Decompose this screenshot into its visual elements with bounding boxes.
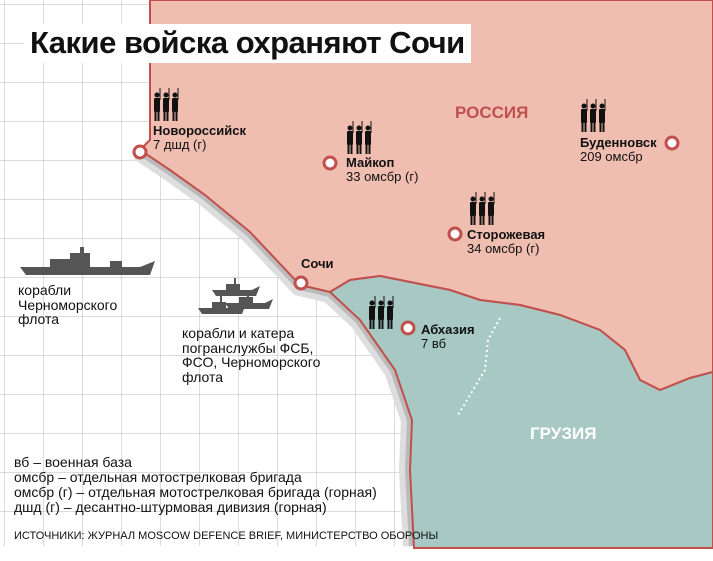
sources: ИСТОЧНИКИ: ЖУРНАЛ MOSCOW DEFENCE BRIEF, …	[14, 530, 439, 542]
border-ships-label: корабли и катера погранслужбы ФСБ, ФСО, …	[182, 325, 321, 386]
city-markers	[132, 135, 680, 336]
location-name: Майкоп	[346, 155, 395, 170]
location-name: Сторожевая	[467, 227, 546, 242]
location-sochi: Сочи	[301, 257, 334, 271]
location-maykop: Майкоп 33 омсбр (г)	[346, 156, 418, 183]
location-abkhazia: Абхазия 7 вб	[421, 323, 475, 350]
georgia-region	[328, 274, 713, 549]
legend-item: дшд (г) – десантно-штурмовая дивизия (го…	[14, 499, 327, 515]
region-label-russia: РОССИЯ	[455, 103, 529, 122]
city-marker-icon	[400, 320, 416, 336]
location-budennovsk: Буденновск 209 омсбр	[580, 136, 657, 163]
location-unit: 33 омсбр (г)	[346, 168, 419, 184]
location-unit: 209 омсбр	[580, 148, 643, 164]
legend-item: омсбр – отдельная мотострелковая бригада	[14, 469, 302, 485]
location-unit: 34 омсбр (г)	[467, 240, 540, 256]
location-storozhevaya: Сторожевая 34 омсбр (г)	[467, 228, 545, 255]
city-marker-icon	[293, 275, 309, 291]
city-marker-icon	[322, 155, 338, 171]
city-marker-icon	[132, 144, 148, 160]
location-unit: 7 дшд (г)	[153, 136, 207, 152]
region-label-georgia: ГРУЗИЯ	[530, 424, 597, 443]
location-unit: 7 вб	[421, 335, 447, 351]
location-name: Буденновск	[580, 135, 657, 150]
city-marker-icon	[447, 226, 463, 242]
abkhazia-border	[457, 317, 501, 416]
location-name: Абхазия	[421, 322, 475, 337]
legend-item: омсбр (г) – отдельная мотострелковая бри…	[14, 484, 377, 500]
fleet-label: корабли Черноморского флота	[18, 282, 118, 328]
location-name: Сочи	[301, 256, 334, 271]
city-marker-icon	[664, 135, 680, 151]
location-novorossiysk: Новороссийск 7 дшд (г)	[153, 124, 246, 151]
page-title: Какие войска охраняют Сочи	[24, 24, 471, 63]
location-name: Новороссийск	[153, 123, 246, 138]
legend-item: вб – военная база	[14, 454, 132, 470]
legend: вб – военная база омсбр – отдельная мото…	[14, 455, 377, 515]
